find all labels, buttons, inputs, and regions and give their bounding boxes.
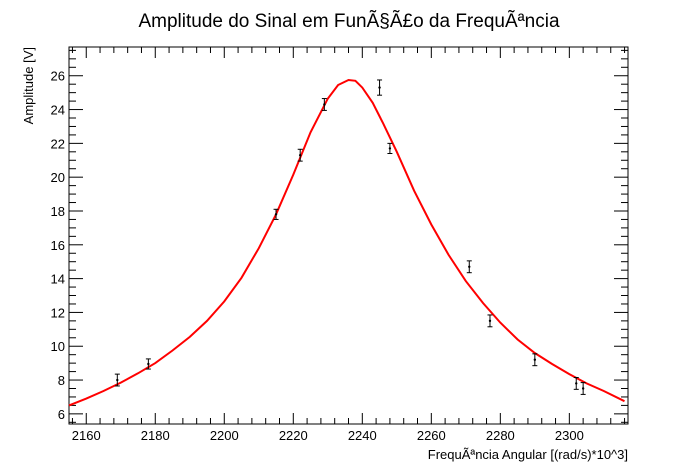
data-point [377,79,383,96]
x-tick-label: 2280 [486,428,515,443]
data-point [466,260,472,274]
data-point [297,148,303,162]
data-point [387,142,393,155]
data-point [145,358,151,370]
x-tick-label: 2260 [417,428,446,443]
x-tick-label: 2240 [348,428,377,443]
data-point [273,208,279,220]
x-tick-label: 2220 [279,428,308,443]
data-point [487,314,493,328]
data-points [114,79,586,395]
point-marker [468,265,471,268]
point-marker [147,362,150,366]
x-axis-label: FrequÃªncia Angular [(rad/s)*10^3] [428,447,628,462]
y-tick-label: 26 [51,69,65,84]
x-tick-label: 2160 [72,428,101,443]
y-tick-label: 6 [58,407,65,422]
y-axis-ticks [69,49,628,423]
point-marker [116,378,119,382]
point-marker [575,382,578,385]
y-tick-label: 20 [51,170,65,185]
point-marker [323,103,326,106]
plot-frame [68,46,629,425]
point-marker [533,358,537,361]
point-marker [581,387,585,390]
y-tick-label: 14 [51,272,65,287]
x-axis-ticks [71,47,626,424]
data-point [573,377,579,390]
data-point [532,353,538,367]
y-tick-label: 18 [51,204,65,219]
point-marker [488,319,492,323]
y-tick-label: 24 [51,103,65,118]
y-tick-label: 8 [58,373,65,388]
point-marker [378,86,381,89]
y-tick-label: 10 [51,339,65,354]
y-tick-label: 22 [51,136,65,151]
data-point [114,373,120,387]
y-axis-tick-labels: 6 8 10 12 14 16 18 20 22 24 26 [51,69,65,422]
point-marker [274,213,278,216]
data-point [321,98,327,111]
data-point [580,382,586,395]
x-tick-label: 2200 [210,428,239,443]
x-tick-label: 2180 [141,428,170,443]
fit-curve [68,78,625,407]
x-tick-label: 2300 [555,428,584,443]
point-marker [388,147,392,150]
x-axis-tick-labels: 2160 2180 2200 2220 2240 2260 2280 2300 [72,428,584,443]
point-marker [298,153,302,157]
y-axis-label: Amplitude [V] [21,47,36,124]
y-tick-label: 16 [51,238,65,253]
chart-title: Amplitude do Sinal em FunÃ§Ã£o da FrequÃ… [138,10,559,32]
y-tick-label: 12 [51,305,65,320]
